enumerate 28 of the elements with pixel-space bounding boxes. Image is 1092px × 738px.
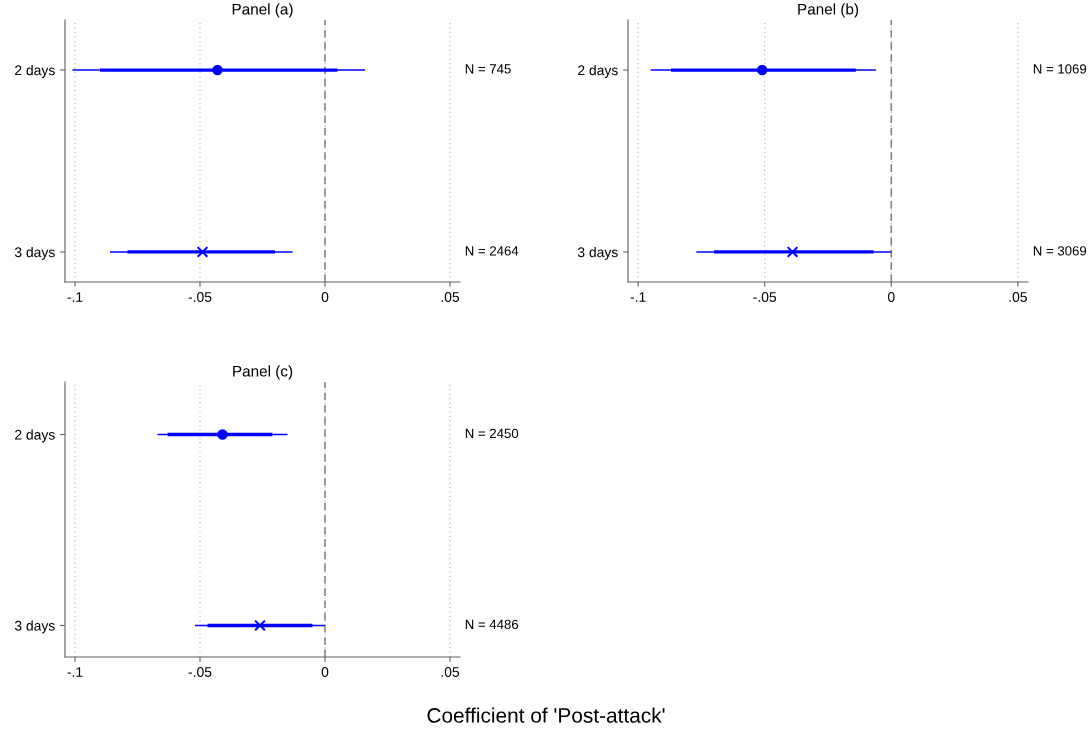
text: N = 2464 [465, 246, 519, 256]
y-tick-label: 2 days [15, 65, 55, 78]
text: N = 1069 [1033, 64, 1087, 74]
text: N = 3069 [1033, 246, 1087, 256]
text: N = 2450 [465, 428, 519, 439]
y-tick-label: 3 days [14, 246, 55, 260]
x-tick-label: 0 [887, 292, 895, 302]
x-tick-label: -.1 [67, 667, 83, 677]
y-tick-label: 3 days [14, 620, 55, 634]
chart-title: Panel (b) [798, 3, 859, 18]
chart-title: Panel (c) [233, 365, 293, 380]
x-tick-label: 0 [321, 292, 329, 302]
x-tick-label: 0 [321, 667, 329, 677]
x-tick-label: -.05 [753, 292, 777, 302]
y-tick-label: 2 days [15, 429, 55, 443]
x-tick-label: .05 [441, 667, 460, 677]
text: N = 4486 [465, 619, 519, 630]
y-tick-label: 2 days [578, 65, 618, 78]
x-tick-label: .05 [441, 292, 460, 302]
chart-title: Panel (a) [232, 3, 293, 18]
x-tick-label: -.1 [67, 292, 83, 302]
x-tick-label: -.05 [188, 667, 212, 677]
y-tick-label: 3 days [577, 246, 618, 260]
text: N = 745 [465, 64, 511, 74]
x-tick-label: -.05 [188, 292, 212, 302]
x-axis-title: Coefficient of 'Post-attack' [427, 707, 665, 723]
x-tick-label: -.1 [630, 292, 646, 302]
x-tick-label: .05 [1009, 292, 1027, 302]
